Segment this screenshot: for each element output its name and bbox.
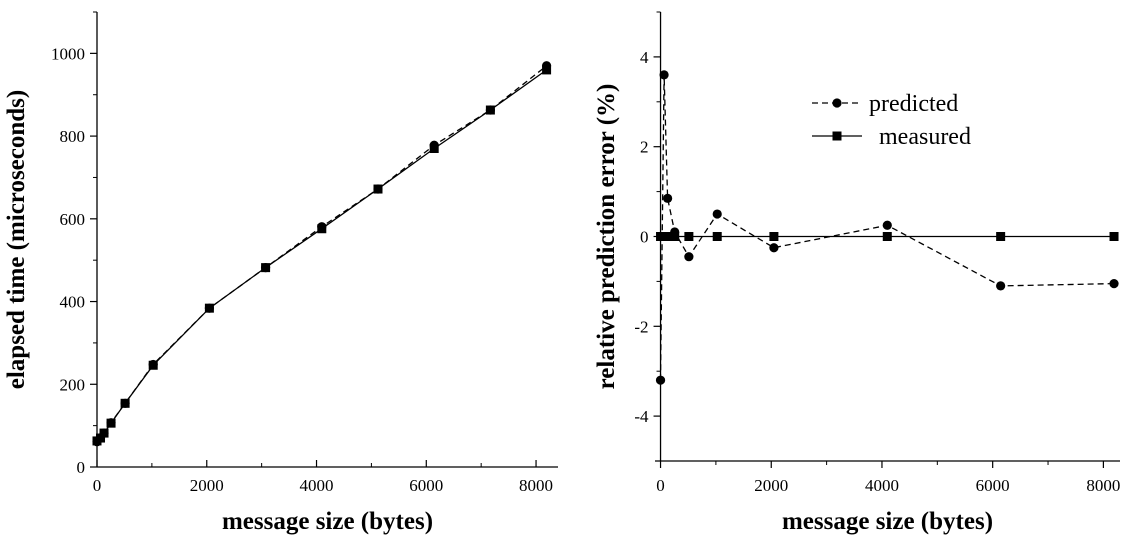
right-marks [655,70,1119,385]
left-point-solid [148,360,158,370]
right-x-tick-label: 6000 [976,476,1010,495]
left-point-solid [96,433,106,443]
left-x-tick-label: 2000 [190,476,224,495]
left-x-tick-label: 4000 [300,476,334,495]
left-series-dashed-line [96,65,548,443]
legend-label-measured: measured [879,124,971,150]
right-x-axis-title: message size (bytes) [782,508,993,535]
right-point-predicted [684,252,694,262]
right-point-predicted [659,70,669,80]
legend-marker-measured [832,131,842,141]
left-ticks: 0 2000 4000 6000 8000 0 200 400 600 800 1000 [51,11,553,495]
left-point-solid [261,263,271,273]
right-chart-panel: 0 2000 4000 6000 8000 -4 -2 0 2 4 message size (b… [593,11,1120,535]
right-point-measured [882,232,892,241]
right-ticks: 0 2000 4000 6000 8000 -4 -2 0 2 4 [634,11,1120,495]
right-point-measured [712,232,722,241]
left-y-tick-label: 600 [60,210,86,229]
left-y-tick-label: 1000 [51,44,85,63]
right-x-tick-label: 0 [656,476,665,495]
left-y-tick-label: 0 [77,458,86,477]
left-point-solid [429,144,439,153]
left-chart-panel: 0 2000 4000 6000 8000 0 200 400 600 800 1000 messa… [3,11,558,535]
left-point-solid [106,418,116,428]
right-point-predicted [769,243,779,253]
right-y-tick-label: -2 [634,317,648,336]
left-series-solid-line [96,69,547,442]
left-y-tick-label: 800 [60,127,86,146]
right-point-measured [670,232,680,241]
right-point-predicted [1109,279,1119,289]
legend-label-predicted: predicted [869,91,958,117]
left-x-tick-label: 6000 [409,476,443,495]
right-point-measured [1109,232,1119,241]
legend: predicted measured [812,91,971,150]
right-x-tick-label: 4000 [865,476,899,495]
right-point-measured [996,232,1006,241]
left-point-solid [542,65,552,75]
legend-marker-predicted [832,98,842,108]
left-marks [92,61,552,447]
left-point-solid [99,428,109,438]
right-y-tick-label: 0 [640,228,649,247]
left-point-solid [373,184,383,194]
left-axes [96,12,558,468]
left-point-solid [204,303,214,313]
right-y-tick-label: 4 [640,48,649,67]
right-point-measured [769,232,779,241]
left-y-tick-label: 200 [60,375,86,394]
right-x-tick-label: 8000 [1086,476,1120,495]
left-y-tick-label: 400 [60,293,86,312]
legend-item-measured: measured [812,124,971,150]
right-x-tick-label: 2000 [754,476,788,495]
left-point-solid [485,105,495,115]
right-y-axis-title: relative prediction error (%) [593,84,620,390]
left-point-solid [317,224,327,234]
legend-item-predicted: predicted [812,91,958,117]
right-point-predicted [712,209,722,219]
left-x-tick-label: 8000 [519,476,553,495]
right-point-predicted [663,193,673,203]
right-point-measured [684,232,694,241]
right-point-predicted [882,220,892,230]
left-point-solid [120,398,130,408]
left-x-tick-label: 0 [93,476,102,495]
right-point-predicted [655,375,666,385]
right-point-measured [663,232,673,241]
right-y-tick-label: -4 [634,407,649,426]
right-y-tick-label: 2 [640,138,649,157]
left-y-axis-title: elapsed time (microseconds) [3,90,30,390]
left-x-axis-title: message size (bytes) [222,508,433,535]
right-point-predicted [996,281,1006,291]
